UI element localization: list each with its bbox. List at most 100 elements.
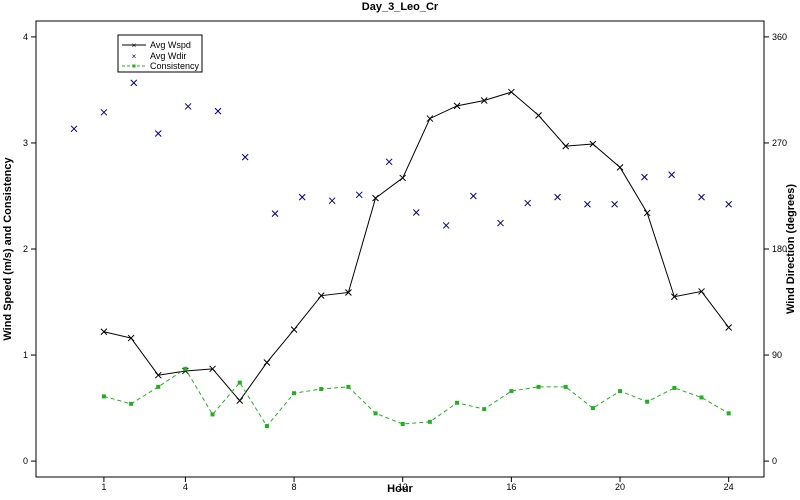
data-point-avg-wspd	[209, 365, 216, 373]
data-point-avg-wspd	[698, 288, 705, 295]
data-point-consistency	[618, 389, 623, 394]
data-point-avg-wspd	[453, 102, 461, 110]
data-point-avg-wspd	[535, 112, 542, 119]
legend-item-consistency: Consistency	[122, 61, 200, 71]
data-point-avg-wdir	[271, 210, 279, 218]
legend-wdir-marker: ×	[132, 52, 137, 61]
data-point-consistency	[455, 400, 460, 405]
data-point-avg-wdir	[641, 173, 648, 181]
data-point-avg-wspd	[643, 209, 651, 217]
data-point-avg-wspd	[100, 328, 108, 336]
data-point-avg-wdir	[184, 103, 192, 110]
data-point-avg-wspd	[263, 359, 271, 366]
legend-consistency-label: Consistency	[150, 61, 200, 71]
x-tick-label: 1	[101, 482, 106, 492]
y-left-tick-label: 2	[23, 244, 28, 254]
data-point-avg-wspd	[671, 293, 678, 301]
data-point-consistency	[427, 419, 432, 424]
data-point-consistency	[699, 395, 704, 400]
y-axis-right: 0 90 180 270 360	[764, 32, 787, 466]
data-point-avg-wdir	[584, 200, 591, 208]
data-point-consistency	[292, 391, 297, 396]
legend-wspd-marker: ×	[132, 41, 137, 50]
y-right-tick-label: 90	[772, 350, 782, 360]
data-point-avg-wdir	[328, 197, 336, 205]
data-point-avg-wspd	[426, 115, 434, 122]
data-point-consistency	[183, 366, 188, 371]
data-point-avg-wspd	[154, 371, 162, 379]
x-axis: 1 4 8 12 16 20 24	[101, 477, 734, 492]
y-right-tick-label: 0	[772, 456, 777, 466]
chart-title: Day_3_Leo_Cr	[362, 1, 439, 13]
data-point-avg-wdir	[725, 200, 733, 208]
legend-item-wdir: × Avg Wdir	[132, 51, 187, 61]
data-point-avg-wspd	[372, 194, 379, 202]
x-tick-label: 16	[506, 482, 516, 492]
legend: × Avg Wspd × Avg Wdir Consistency	[117, 34, 203, 73]
y-axis-left-title: Wind Speed (m/s) and Consistency	[2, 156, 14, 340]
data-point-avg-wdir	[611, 200, 618, 208]
data-point-consistency	[509, 389, 514, 394]
data-point-avg-wdir	[241, 153, 249, 161]
legend-wspd-label: Avg Wspd	[150, 40, 191, 50]
data-point-consistency	[645, 399, 650, 404]
data-point-avg-wdir	[469, 192, 477, 200]
data-point-avg-wspd	[290, 326, 298, 333]
data-point-avg-wspd	[345, 289, 352, 296]
data-point-avg-wdir	[214, 107, 222, 115]
y-left-tick-label: 4	[23, 32, 28, 42]
y-right-tick-label: 180	[772, 244, 787, 254]
legend-item-wspd: × Avg Wspd	[122, 40, 191, 50]
legend-wdir-label: Avg Wdir	[150, 51, 186, 61]
y-axis-left: 0 1 2 3 4	[23, 32, 36, 466]
y-right-tick-label: 270	[772, 138, 787, 148]
data-point-consistency	[319, 386, 324, 391]
data-point-avg-wspd	[399, 174, 407, 182]
data-point-consistency	[264, 424, 269, 429]
data-point-avg-wspd	[616, 163, 624, 171]
data-point-avg-wdir	[100, 108, 108, 116]
x-tick-label: 8	[292, 482, 297, 492]
x-axis-title: Hour	[387, 483, 413, 495]
data-point-consistency	[129, 401, 134, 406]
legend-consistency-marker	[132, 64, 136, 68]
series-consistency	[101, 366, 731, 429]
data-point-consistency	[563, 384, 568, 389]
data-point-avg-wdir	[70, 125, 78, 133]
x-tick-label: 12	[398, 482, 408, 492]
data-point-consistency	[101, 394, 106, 399]
data-point-avg-wdir	[524, 199, 532, 207]
data-point-consistency	[400, 421, 405, 426]
data-point-consistency	[726, 411, 731, 416]
x-tick-label: 4	[183, 482, 188, 492]
data-point-consistency	[590, 406, 595, 411]
data-point-avg-wdir	[355, 191, 363, 199]
data-point-consistency	[346, 384, 351, 389]
data-point-avg-wdir	[442, 222, 450, 229]
data-point-consistency	[156, 384, 161, 389]
data-point-avg-wspd	[589, 140, 597, 148]
data-point-consistency	[672, 385, 677, 390]
data-point-avg-wspd	[317, 292, 325, 300]
x-tick-label: 24	[724, 482, 734, 492]
data-point-consistency	[237, 380, 242, 385]
data-point-avg-wdir	[554, 193, 561, 201]
data-point-consistency	[373, 411, 378, 416]
data-point-avg-wdir	[298, 193, 306, 201]
x-tick-label: 20	[615, 482, 625, 492]
y-left-tick-label: 1	[23, 350, 28, 360]
y-axis-right-title: Wind Direction (degrees)	[785, 184, 797, 314]
data-point-consistency	[536, 384, 541, 389]
data-point-avg-wspd	[562, 142, 570, 150]
series-layer	[70, 79, 733, 429]
series-line-avg-wspd	[103, 91, 730, 402]
data-point-avg-wdir	[154, 130, 162, 137]
y-left-tick-label: 3	[23, 138, 28, 148]
y-left-tick-label: 0	[23, 456, 28, 466]
data-point-avg-wdir	[385, 158, 393, 166]
y-right-tick-label: 360	[772, 32, 787, 42]
data-point-avg-wspd	[236, 397, 244, 405]
data-point-avg-wdir	[668, 171, 675, 179]
series-avg-wdir	[70, 79, 733, 229]
